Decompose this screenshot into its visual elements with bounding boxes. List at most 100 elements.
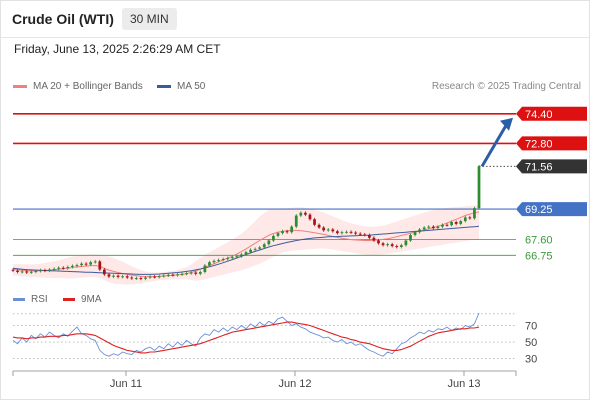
bollinger-band (13, 205, 479, 285)
candle-body (358, 233, 362, 235)
rsi-tick-70: 70 (525, 320, 537, 332)
candle-body (162, 275, 166, 277)
candle-body (194, 272, 198, 274)
candle-body (61, 267, 65, 269)
candle-body (404, 240, 408, 246)
candle-body (240, 254, 243, 257)
level-tag-74.40 (516, 106, 587, 121)
candle-body (422, 227, 426, 230)
candle-body (166, 274, 170, 276)
candle-body (454, 222, 458, 224)
level-tag-72.80 (516, 136, 587, 151)
candle-body (80, 263, 83, 266)
candle-body (340, 232, 344, 234)
candle-body (336, 231, 339, 234)
candle-body (71, 265, 74, 267)
candle-body (413, 232, 417, 235)
legend-ma20: MA 20 + Bollinger Bands (13, 81, 143, 92)
candle-body (285, 231, 289, 233)
candle-body (230, 257, 234, 259)
rsi-line (12, 312, 480, 357)
candle-body (208, 262, 211, 266)
candle-body (267, 240, 271, 245)
rsi-9ma-line (12, 321, 480, 354)
legend-ma50: MA 50 (157, 81, 205, 92)
trend-arrow-shaft (480, 123, 509, 168)
candle-body (436, 226, 440, 229)
chart-header: Crude Oil (WTI) 30 MIN (1, 1, 589, 38)
candle-body (445, 224, 449, 226)
candle-body (326, 229, 330, 231)
candle-body (189, 272, 193, 274)
rsi-tick-30: 30 (525, 354, 537, 366)
candle-body (148, 276, 152, 278)
candle-body (235, 256, 239, 258)
candle-body (418, 229, 421, 233)
candle-body (367, 234, 371, 238)
candle-body (84, 263, 88, 265)
level-label-66.75: 66.75 (525, 250, 553, 262)
x-tick-label: Jun 12 (278, 378, 311, 390)
candle-body (372, 237, 376, 241)
candle-body (427, 226, 431, 228)
candle-body (16, 270, 19, 272)
timeframe-selector[interactable]: 30 MIN (122, 8, 177, 30)
candle-body (281, 231, 284, 234)
candle-body (308, 214, 312, 220)
candle-body (276, 233, 280, 236)
candle-body (125, 276, 129, 278)
x-tick-label: Jun 13 (447, 378, 480, 390)
candle-body (395, 246, 399, 248)
candle-body (153, 276, 156, 278)
candle-body (249, 249, 252, 253)
candle-body (244, 252, 248, 255)
candle-body (390, 244, 394, 247)
candle-body (20, 271, 24, 273)
ma50-swatch (157, 85, 171, 88)
candle-body (11, 269, 15, 271)
candle-body (363, 234, 367, 236)
candle-body (144, 277, 147, 279)
9ma-label: 9MA (81, 294, 102, 305)
trend-arrow-head (500, 117, 513, 131)
candle-body (409, 234, 412, 241)
candle-body (349, 231, 353, 233)
legend-rsi: RSI (13, 294, 48, 305)
rsi-tick-50: 50 (525, 337, 537, 349)
timestamp: Friday, June 13, 2025 2:26:29 AM CET (14, 42, 221, 56)
level-label-69.25: 69.25 (525, 204, 553, 216)
candle-body (468, 217, 472, 219)
candle-body (52, 268, 56, 270)
candle-body (116, 275, 120, 277)
candle-body (226, 258, 230, 260)
candle-body (258, 247, 262, 249)
candle-body (171, 274, 175, 276)
candle-body (48, 269, 51, 271)
candle-body (139, 278, 143, 280)
x-tick-label: Jun 11 (110, 378, 142, 390)
candle-body (477, 166, 481, 209)
candle-body (43, 270, 47, 272)
candle-body (217, 259, 220, 261)
candle-body (331, 229, 335, 232)
candle-body (317, 224, 321, 228)
ma50-label: MA 50 (177, 81, 206, 92)
candle-body (198, 271, 202, 274)
candle-body (157, 276, 161, 278)
candle-body (66, 266, 70, 269)
candle-body (381, 243, 385, 246)
candle-body (313, 219, 316, 225)
candle-body (304, 212, 307, 215)
legend-9ma: 9MA (63, 294, 102, 305)
rsi-label: RSI (31, 294, 48, 305)
candle-body (212, 260, 216, 263)
candle-body (57, 267, 61, 269)
candle-body (180, 273, 184, 275)
rsi-swatch (13, 298, 25, 301)
candle-body (93, 261, 97, 263)
candle-body (431, 226, 435, 229)
candle-body (399, 245, 403, 247)
candle-body (107, 274, 111, 277)
